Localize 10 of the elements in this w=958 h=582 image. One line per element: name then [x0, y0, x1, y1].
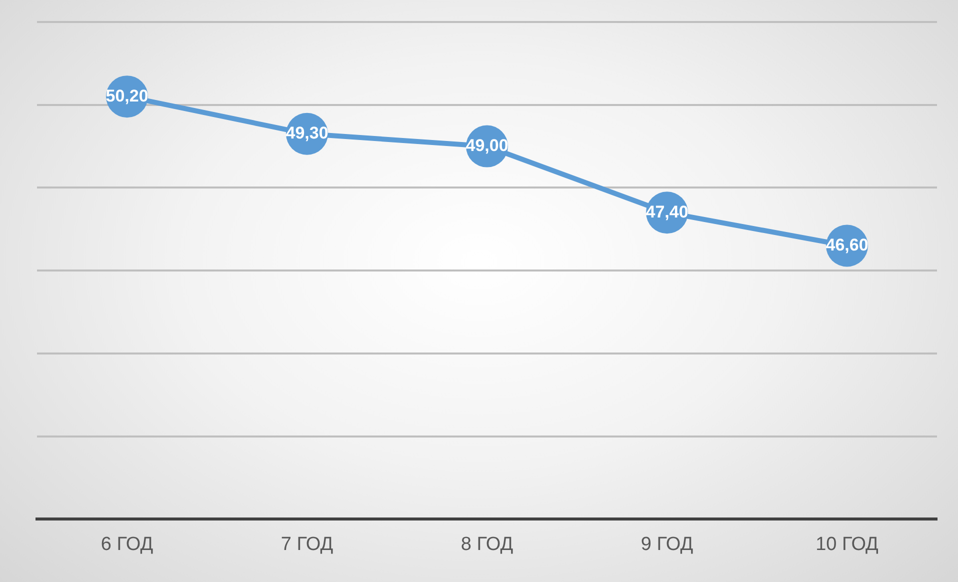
data-label: 49,30: [286, 124, 328, 143]
data-label: 47,40: [646, 202, 688, 222]
x-tick-label: 6 ГОД: [100, 534, 154, 555]
x-tick-label: 7 ГОД: [280, 534, 334, 555]
data-label: 46,60: [826, 235, 868, 254]
data-label: 49,00: [466, 136, 508, 155]
x-tick-label: 8 ГОД: [460, 534, 514, 555]
x-tick-label: 10 ГОД: [816, 534, 879, 555]
data-label: 50,20: [106, 86, 148, 106]
x-tick-label: 9 ГОД: [640, 534, 694, 555]
